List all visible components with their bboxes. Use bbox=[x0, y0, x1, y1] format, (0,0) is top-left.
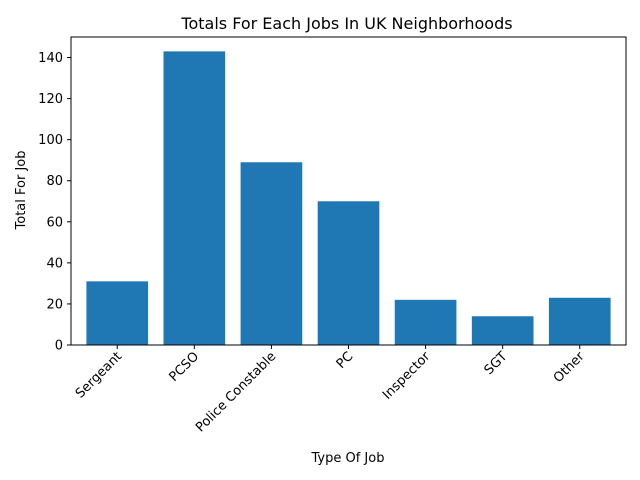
y-tick-label: 40 bbox=[46, 256, 63, 271]
chart-title: Totals For Each Jobs In UK Neighborhoods bbox=[180, 14, 512, 33]
bar-pcso bbox=[163, 51, 226, 346]
bar-inspector bbox=[394, 299, 457, 345]
y-tick-label: 100 bbox=[38, 133, 63, 148]
y-tick-label: 60 bbox=[46, 215, 63, 230]
y-tick-label: 80 bbox=[46, 174, 63, 189]
bar-sgt bbox=[471, 316, 534, 345]
y-axis-label: Total For Job bbox=[14, 151, 29, 231]
bar-sergeant bbox=[86, 281, 149, 345]
bars-group bbox=[86, 51, 611, 346]
bar-pc bbox=[317, 201, 380, 345]
y-tick-label: 0 bbox=[55, 339, 63, 354]
plot-frame bbox=[70, 36, 627, 346]
y-tick-label: 120 bbox=[38, 92, 63, 107]
x-axis-label: Type Of Job bbox=[311, 451, 385, 466]
y-axis: 0 20 40 60 80 100 120 140 bbox=[38, 51, 71, 354]
bar-police-constable bbox=[240, 162, 303, 345]
y-tick-label: 140 bbox=[38, 51, 63, 66]
y-tick-label: 20 bbox=[46, 297, 63, 312]
bar-other bbox=[548, 297, 611, 345]
